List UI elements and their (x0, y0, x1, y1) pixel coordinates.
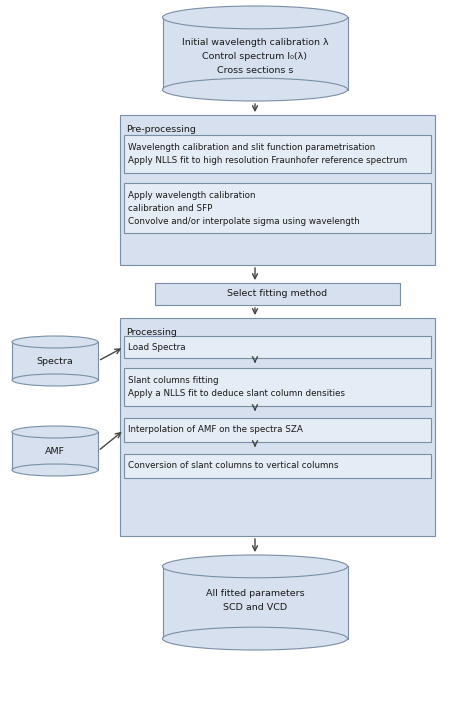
Bar (12, 432, 98, 470)
Ellipse shape (12, 336, 98, 348)
Text: Convolve and/or interpolate sigma using wavelength: Convolve and/or interpolate sigma using … (128, 217, 360, 226)
Bar (124, 418, 431, 442)
Bar (155, 283, 400, 305)
Text: Load Spectra: Load Spectra (128, 342, 186, 352)
Text: Initial wavelength calibration λ: Initial wavelength calibration λ (182, 37, 328, 46)
Text: Apply NLLS fit to high resolution Fraunhofer reference spectrum: Apply NLLS fit to high resolution Fraunh… (128, 156, 407, 165)
Text: All fitted parameters: All fitted parameters (206, 588, 304, 598)
Text: calibration and SFP: calibration and SFP (128, 204, 213, 213)
Ellipse shape (163, 6, 347, 29)
Bar (163, 18, 347, 89)
Text: Slant columns fitting: Slant columns fitting (128, 376, 219, 385)
Text: Apply wavelength calibration: Apply wavelength calibration (128, 191, 255, 200)
Bar (124, 454, 431, 478)
Text: Control spectrum I₀(λ): Control spectrum I₀(λ) (202, 51, 308, 60)
Bar (120, 115, 435, 265)
Bar (124, 336, 431, 358)
Text: AMF: AMF (45, 446, 65, 456)
Bar (120, 318, 435, 536)
Text: Conversion of slant columns to vertical columns: Conversion of slant columns to vertical … (128, 461, 339, 470)
Ellipse shape (12, 464, 98, 476)
Text: Processing: Processing (126, 328, 177, 337)
Text: Pre-processing: Pre-processing (126, 125, 196, 134)
Ellipse shape (12, 426, 98, 438)
Text: Apply a NLLS fit to deduce slant column densities: Apply a NLLS fit to deduce slant column … (128, 389, 345, 398)
Text: SCD and VCD: SCD and VCD (223, 603, 287, 612)
Bar (124, 368, 431, 406)
Ellipse shape (163, 78, 347, 101)
Text: Select fitting method: Select fitting method (227, 290, 328, 299)
Bar (12, 342, 98, 380)
Bar (163, 567, 347, 638)
Ellipse shape (163, 627, 347, 650)
Ellipse shape (163, 555, 347, 578)
Text: Cross sections s: Cross sections s (217, 65, 293, 75)
Text: Interpolation of AMF on the spectra SZA: Interpolation of AMF on the spectra SZA (128, 425, 303, 434)
Bar (124, 135, 431, 173)
Bar (124, 183, 431, 233)
Text: Spectra: Spectra (36, 356, 73, 366)
Ellipse shape (12, 374, 98, 386)
Text: Wavelength calibration and slit function parametrisation: Wavelength calibration and slit function… (128, 143, 375, 152)
